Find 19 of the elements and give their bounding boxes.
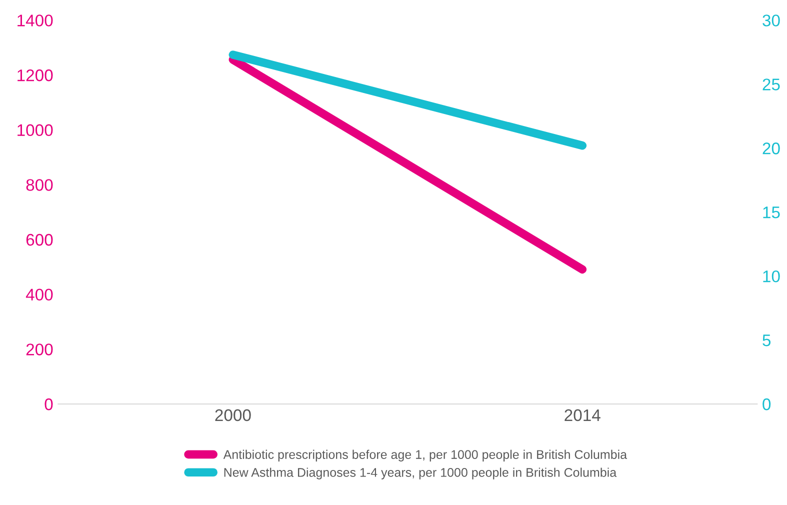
- y-tick-label: 200: [26, 344, 53, 356]
- y2-tick-label: 30: [762, 14, 780, 26]
- x-tick-label: 2000: [215, 409, 251, 422]
- y2-tick-label: 0: [762, 398, 771, 410]
- legend-label: New Asthma Diagnoses 1-4 years, per 1000 people in British Columbia: [224, 468, 617, 480]
- y2-tick-label: 10: [763, 270, 780, 282]
- y-tick-label: 1000: [18, 124, 53, 136]
- y2-tick-label: 15: [763, 206, 780, 218]
- y2-tick-label: 5: [762, 334, 771, 346]
- y-tick-label: 0: [44, 398, 53, 410]
- y-tick-label: 600: [26, 234, 53, 246]
- y-tick-label: 400: [26, 288, 53, 301]
- y-tick-label: 1400: [18, 14, 53, 26]
- y-tick-label: 1200: [18, 69, 53, 82]
- y2-tick-label: 20: [762, 142, 780, 154]
- y-tick-label: 800: [26, 179, 53, 191]
- legend-label: Antibiotic prescriptions before age 1, per 1000 people in British Columbia: [223, 450, 628, 462]
- y2-tick-label: 25: [762, 78, 780, 90]
- x-tick-label: 2014: [564, 409, 600, 422]
